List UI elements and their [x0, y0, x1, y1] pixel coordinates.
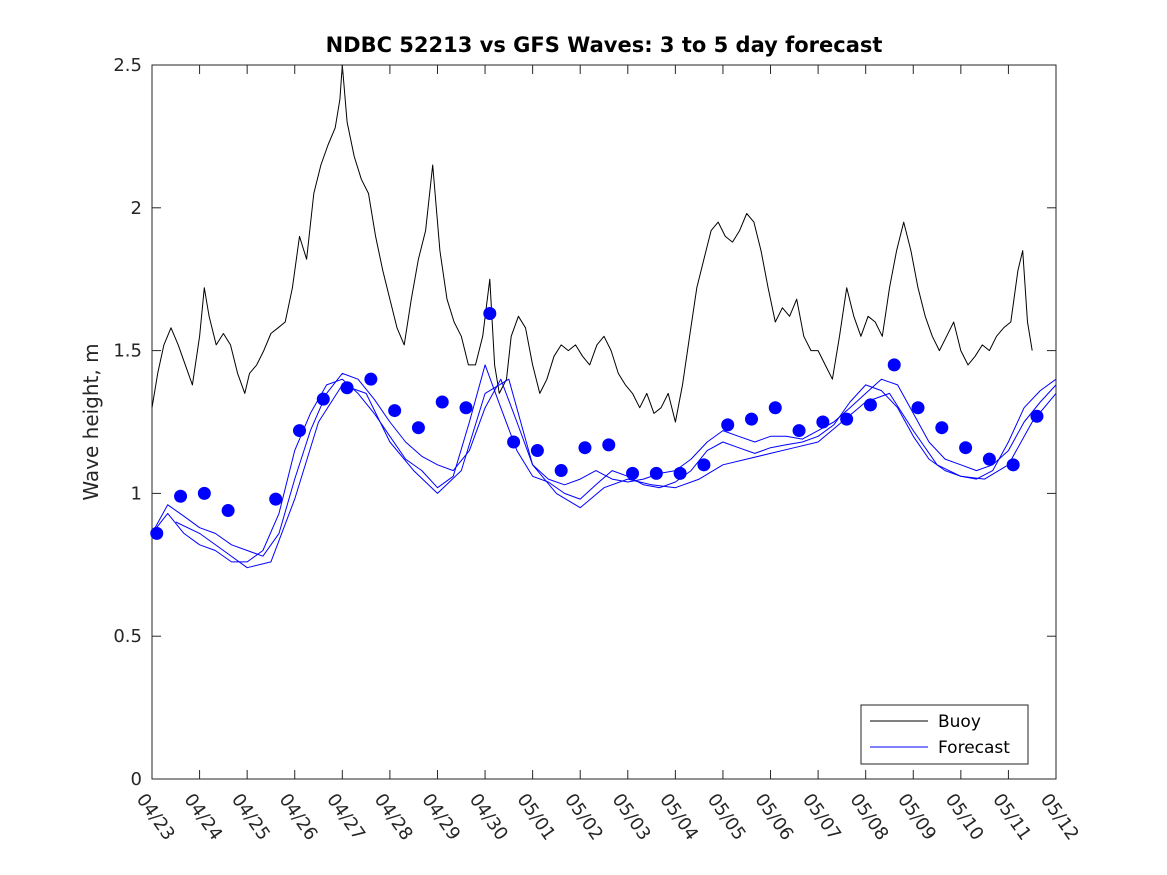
series-layer	[150, 64, 1057, 569]
y-tick-label: 1	[131, 483, 142, 504]
forecast-marker	[507, 435, 521, 449]
forecast-marker	[459, 401, 473, 415]
y-tick-label: 0.5	[113, 626, 142, 647]
y-axis-label: Wave height, m	[79, 343, 103, 500]
forecast-marker	[982, 452, 996, 466]
forecast-marker	[626, 466, 640, 480]
forecast-marker	[887, 358, 901, 372]
plot-area	[151, 64, 1057, 780]
forecast-marker	[673, 466, 687, 480]
forecast-marker	[174, 489, 188, 503]
forecast-marker	[840, 412, 854, 426]
forecast-marker	[340, 381, 354, 395]
forecast-marker	[935, 421, 949, 435]
y-tick-label: 0	[131, 769, 142, 790]
forecast-marker	[435, 395, 449, 409]
legend-box	[860, 704, 1029, 765]
forecast-marker	[530, 444, 544, 458]
chart-title: NDBC 52213 vs GFS Waves: 3 to 5 day fore…	[326, 33, 883, 57]
forecast-marker	[292, 424, 306, 438]
forecast-marker	[602, 438, 616, 452]
legend: Buoy Forecast	[860, 704, 1029, 765]
forecast-marker	[863, 398, 877, 412]
forecast-marker	[1030, 409, 1044, 423]
forecast-marker	[721, 418, 735, 432]
legend-buoy-label: Buoy	[938, 712, 981, 732]
forecast-marker	[150, 526, 164, 540]
forecast-marker	[1006, 458, 1020, 472]
forecast-marker	[816, 415, 830, 429]
forecast-marker	[578, 441, 592, 455]
forecast-marker	[911, 401, 925, 415]
forecast-marker	[364, 372, 378, 386]
forecast-marker	[649, 466, 663, 480]
forecast-marker	[768, 401, 782, 415]
forecast-marker	[554, 464, 568, 478]
forecast-marker	[959, 441, 973, 455]
y-tick-label: 1.5	[113, 341, 142, 362]
legend-forecast-label: Forecast	[938, 738, 1010, 758]
forecast-marker	[483, 306, 497, 320]
forecast-line-3	[175, 378, 1057, 569]
forecast-marker	[269, 492, 283, 506]
forecast-marker	[411, 421, 425, 435]
forecast-marker	[221, 504, 235, 518]
forecast-line-1	[151, 372, 1057, 557]
buoy-line-0	[151, 64, 1033, 423]
forecast-marker	[316, 392, 330, 406]
y-tick-label: 2	[131, 198, 142, 219]
forecast-marker	[197, 486, 211, 500]
forecast-marker	[744, 412, 758, 426]
forecast-marker	[388, 404, 402, 418]
y-tick-label: 2.5	[113, 55, 142, 76]
forecast-marker	[792, 424, 806, 438]
forecast-marker	[697, 458, 711, 472]
